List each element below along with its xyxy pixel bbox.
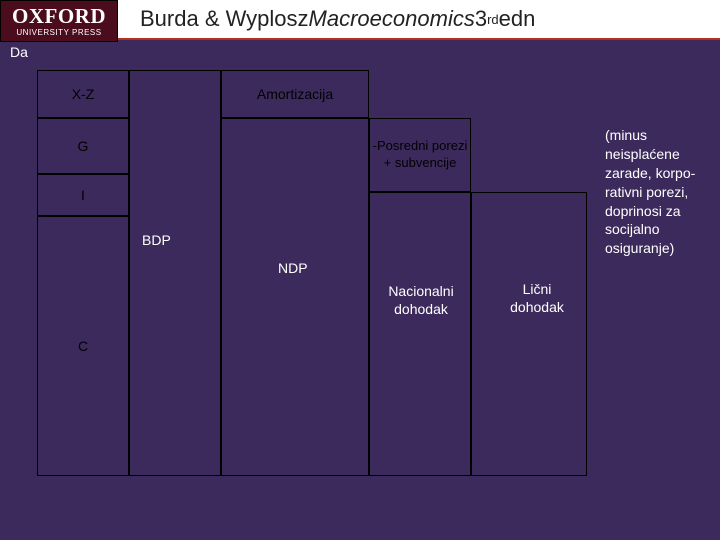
column-ndp — [221, 118, 369, 476]
label-bdp: BDP — [142, 232, 171, 248]
title-suffix-num: 3 — [475, 6, 487, 32]
oxford-title: OXFORD — [1, 6, 117, 27]
title-suffix-ord: rd — [487, 12, 499, 27]
header: OXFORD UNIVERSITY PRESS Burda & Wyplosz … — [0, 0, 720, 42]
diagram-stage: X-Z G I C BDP Amortizacija NDP -Posredni… — [0, 70, 720, 540]
column-bdp — [129, 70, 221, 476]
oxford-logo: OXFORD UNIVERSITY PRESS — [0, 0, 118, 42]
label-licni-dohodak: Lični dohodak — [502, 280, 572, 316]
box-i: I — [37, 174, 129, 216]
title-italic: Macroeconomics — [309, 6, 475, 32]
title-suffix-end: edn — [499, 6, 536, 32]
label-nacionalni-dohodak: Nacionalni dohodak — [376, 282, 466, 318]
box-posredni-porezi: -Posredni porezi + subvencije — [369, 118, 471, 192]
title-bar: Burda & Wyplosz Macroeconomics 3rd edn — [118, 0, 720, 40]
box-c: C — [37, 216, 129, 476]
title-prefix: Burda & Wyplosz — [140, 6, 309, 32]
sidenote-deductions: (minus neisplaćene zarade, korpo-rativni… — [605, 126, 715, 258]
oxford-subtitle: UNIVERSITY PRESS — [1, 28, 117, 37]
box-amortizacija: Amortizacija — [221, 70, 369, 118]
box-g: G — [37, 118, 129, 174]
box-xz: X-Z — [37, 70, 129, 118]
label-ndp: NDP — [278, 260, 308, 276]
column-personal-income — [471, 192, 587, 476]
column-national-income — [369, 192, 471, 476]
da-label: Da — [10, 44, 28, 60]
